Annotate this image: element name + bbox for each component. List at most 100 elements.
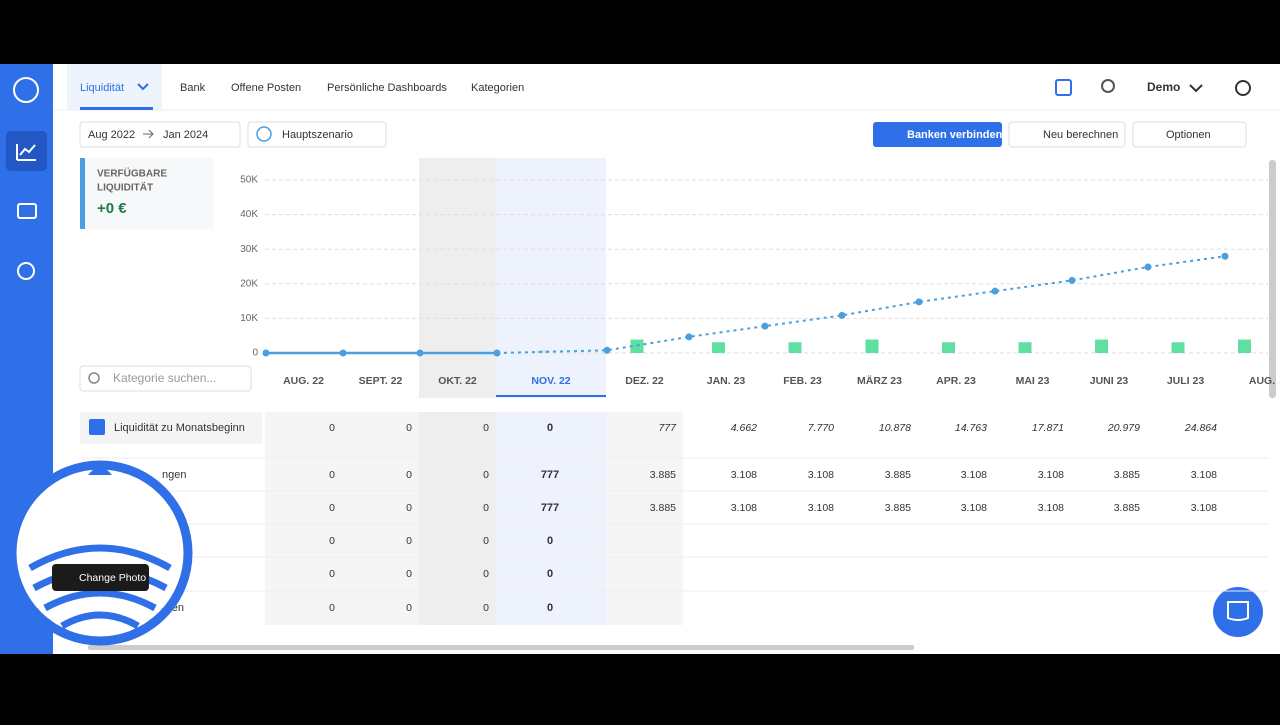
- nav-tab[interactable]: Liquidität: [80, 82, 124, 94]
- month-label: NOV. 22: [531, 375, 570, 387]
- chat-button[interactable]: [1213, 587, 1263, 637]
- current-column: [496, 158, 606, 398]
- month-label: MÄRZ 23: [857, 374, 902, 387]
- connect-button[interactable]: [873, 122, 1002, 147]
- line-point: [1144, 263, 1152, 271]
- scenario-label: Hauptszenario: [282, 129, 353, 141]
- cell: 0: [547, 422, 553, 434]
- current-underline: [496, 395, 606, 397]
- bar: [942, 342, 955, 353]
- search-icon[interactable]: [1101, 79, 1115, 93]
- settings-icon[interactable]: [1235, 80, 1251, 96]
- cell: 7.770: [808, 422, 834, 434]
- cell: 0: [483, 469, 489, 481]
- options-button[interactable]: [1132, 121, 1247, 148]
- line-point: [493, 349, 501, 357]
- cell: 0: [406, 602, 412, 614]
- active-tab-line: [80, 107, 153, 110]
- line-point: [262, 349, 270, 357]
- cell: 4.662: [731, 422, 757, 434]
- cell: 3.885: [650, 469, 676, 481]
- chevron: [1189, 84, 1203, 93]
- search-placeholder: Kategorie suchen...: [113, 371, 216, 385]
- wallet-icon[interactable]: [17, 203, 37, 219]
- cell: 3.885: [1114, 502, 1140, 514]
- cell: 0: [483, 568, 489, 580]
- logo: [13, 77, 39, 103]
- bar: [1095, 339, 1108, 353]
- date-range[interactable]: [79, 121, 241, 148]
- chevron: [137, 83, 149, 91]
- cell: 3.108: [808, 469, 834, 481]
- cell: 0: [483, 422, 489, 434]
- cell: 0: [329, 469, 335, 481]
- row-label: ngen: [162, 469, 186, 481]
- cell: 24.864: [1184, 422, 1217, 434]
- overlay: Change Photo: [7, 460, 193, 646]
- month-label: AUG.: [1249, 375, 1275, 387]
- scenario[interactable]: [247, 121, 387, 148]
- y-tick-label: 0: [252, 348, 258, 359]
- chat-icon: [1227, 601, 1249, 621]
- past-column: [419, 158, 496, 398]
- line-point: [915, 298, 923, 306]
- row-header: [80, 412, 262, 444]
- connect-label: Banken verbinden: [907, 129, 1003, 141]
- line-point: [1068, 276, 1076, 284]
- line-point: [416, 349, 424, 357]
- change-photo-label[interactable]: Change Photo: [79, 572, 146, 584]
- y-tick-label: 20K: [240, 278, 258, 289]
- grid: Liquidität Bank Offene Posten Persönliche D…: [80, 80, 1275, 614]
- cell: 0: [406, 422, 412, 434]
- cell: 20.979: [1107, 422, 1140, 434]
- options-label: Optionen: [1166, 129, 1211, 141]
- month-label: OKT. 22: [438, 375, 477, 387]
- nav-tab[interactable]: Offene Posten: [231, 82, 301, 94]
- cell: 0: [329, 568, 335, 580]
- bar: [712, 342, 725, 353]
- bar: [788, 342, 802, 353]
- cell: 777: [541, 469, 559, 481]
- cell: 3.108: [731, 469, 757, 481]
- cell: 0: [406, 502, 412, 514]
- kpi-label: VERFÜGBARE: [97, 167, 167, 180]
- cell: 0: [329, 502, 335, 514]
- range-from: Aug 2022: [88, 129, 135, 141]
- y-tick-label: 40K: [240, 209, 258, 220]
- cell: 0: [483, 602, 489, 614]
- search-icon: [88, 372, 100, 384]
- cell: 0: [329, 422, 335, 434]
- line-forecast: [496, 255, 1226, 354]
- search-box[interactable]: [79, 365, 252, 392]
- month-label: MAI 23: [1016, 375, 1050, 387]
- magnet-icon[interactable]: [17, 262, 35, 280]
- bar: [1238, 339, 1251, 353]
- cell: 0: [483, 535, 489, 547]
- nav-tab[interactable]: Bank: [180, 82, 206, 94]
- month-label: APR. 23: [936, 375, 976, 387]
- add-icon[interactable]: [1055, 79, 1072, 96]
- cell: 777: [658, 422, 677, 434]
- nav-tab[interactable]: Persönliche Dashboards: [327, 82, 447, 94]
- month-label: JAN. 23: [707, 375, 746, 387]
- cell: 0: [547, 602, 553, 614]
- row-label: Liquidität zu Monatsbeginn: [114, 422, 245, 434]
- cell: 3.885: [885, 502, 911, 514]
- month-label: JULI 23: [1167, 375, 1205, 387]
- user-menu: Demo: [1147, 80, 1180, 94]
- month-label: FEB. 23: [783, 375, 822, 387]
- cell: 3.108: [961, 469, 987, 481]
- cell: 17.871: [1032, 422, 1064, 434]
- cell: 3.108: [1191, 469, 1217, 481]
- nav-tab[interactable]: Kategorien: [471, 82, 524, 94]
- y-tick-label: 10K: [240, 313, 258, 324]
- chart-icon: [16, 144, 36, 161]
- kpi-label: LIQUIDITÄT: [97, 181, 153, 194]
- change-photo-button[interactable]: [52, 564, 149, 591]
- line-point: [685, 333, 693, 341]
- photo-point: [88, 462, 112, 475]
- cell: 3.885: [885, 469, 911, 481]
- cell: 0: [406, 535, 412, 547]
- cell: 3.108: [1038, 469, 1064, 481]
- recalc-button[interactable]: [1008, 121, 1126, 148]
